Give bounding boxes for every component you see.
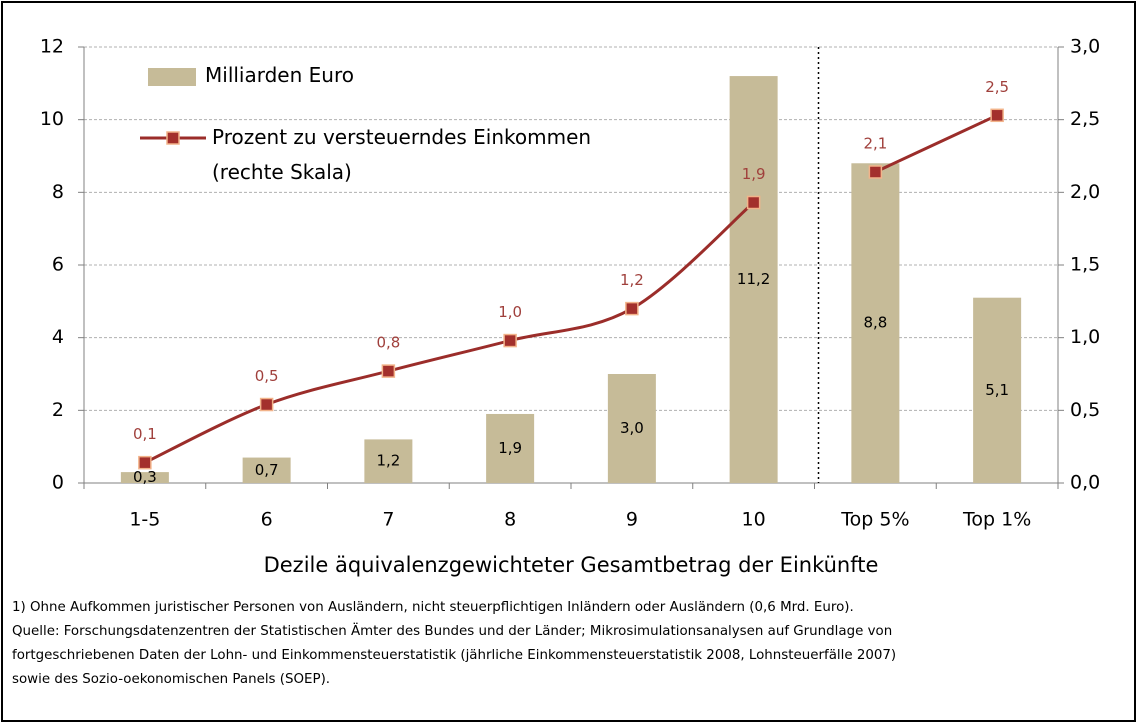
y-tick-label: 10 xyxy=(40,108,64,130)
bar-value-label: 1,2 xyxy=(376,452,400,470)
y-tick-label: 4 xyxy=(52,326,64,348)
line-value-label: 0,1 xyxy=(133,425,157,443)
bar xyxy=(364,439,413,483)
notes: 1) Ohne Aufkommen juristischer Personen … xyxy=(12,596,896,692)
x-tick-label: 1-5 xyxy=(129,509,160,531)
y2-tick-label: 1,0 xyxy=(1070,326,1100,348)
bar xyxy=(120,472,169,483)
y-tick-label: 12 xyxy=(40,36,64,58)
line-marker xyxy=(868,165,883,179)
y2-tick-label: 3,0 xyxy=(1070,36,1100,58)
bar-value-label: 11,2 xyxy=(737,270,770,288)
bar-value-label: 0,7 xyxy=(255,461,279,479)
line-marker xyxy=(746,195,761,210)
line-value-label: 1,2 xyxy=(620,271,644,289)
x-tick-label: 9 xyxy=(626,509,638,531)
line-value-label: 0,8 xyxy=(376,334,400,352)
legend-marker xyxy=(166,131,180,145)
y-tick-label: 8 xyxy=(52,181,64,203)
line xyxy=(144,201,755,465)
x-tick-label: 7 xyxy=(382,509,394,531)
bar xyxy=(729,76,778,484)
y-tick-label: 2 xyxy=(52,399,64,421)
line-value-label: 2,1 xyxy=(863,134,887,152)
bar xyxy=(242,457,291,483)
bar-value-label: 8,8 xyxy=(863,314,887,332)
x-tick-label: 8 xyxy=(504,509,516,531)
legend-label: Milliarden Euro xyxy=(205,63,354,87)
y-tick-label: 0 xyxy=(52,472,64,494)
line-marker xyxy=(990,108,1004,123)
line-marker xyxy=(259,397,274,412)
line-marker xyxy=(503,333,517,348)
note-line: Quelle: Forschungsdatenzentren der Stati… xyxy=(12,624,893,639)
bar-value-label: 3,0 xyxy=(620,419,644,437)
x-tick-label: 10 xyxy=(742,509,766,531)
note-line: sowie des Sozio-oekonomischen Panels (SO… xyxy=(12,672,331,687)
legend-label: Prozent zu versteuerndes Einkommen (rech… xyxy=(212,125,592,184)
line-marker xyxy=(381,364,396,378)
y2-tick-label: 2,5 xyxy=(1070,108,1100,130)
bar-value-label: 1,9 xyxy=(498,439,522,457)
y2-tick-label: 0,5 xyxy=(1070,399,1100,421)
y-tick-label: 6 xyxy=(52,254,64,276)
line-marker xyxy=(625,301,639,316)
x-tick-label: 6 xyxy=(261,509,273,531)
x-tick-label: Top 1% xyxy=(962,509,1031,531)
note-line: 1) Ohne Aufkommen juristischer Personen … xyxy=(12,600,854,615)
bar-value-label: 5,1 xyxy=(985,381,1009,399)
legend-swatch xyxy=(148,68,196,86)
y2-tick-label: 2,0 xyxy=(1070,181,1100,203)
bar xyxy=(851,163,900,483)
x-tick-label: Top 5% xyxy=(840,509,909,531)
line-marker xyxy=(138,455,152,470)
bar xyxy=(607,374,656,483)
note-line: fortgeschriebenen Daten der Lohn- und Ei… xyxy=(12,648,897,663)
bar xyxy=(486,413,535,483)
line-value-label: 2,5 xyxy=(985,78,1009,96)
bar-value-label: 0,3 xyxy=(133,468,157,486)
y2-tick-label: 1,5 xyxy=(1070,254,1100,276)
x-axis-title: Dezile äquivalenzgewichteter Gesamtbetra… xyxy=(264,553,879,577)
y2-tick-label: 0,0 xyxy=(1070,472,1100,494)
line-value-label: 0,5 xyxy=(255,367,279,385)
bar xyxy=(973,297,1022,483)
line xyxy=(874,113,998,174)
line-value-label: 1,0 xyxy=(498,303,522,321)
line-value-label: 1,9 xyxy=(742,165,766,183)
